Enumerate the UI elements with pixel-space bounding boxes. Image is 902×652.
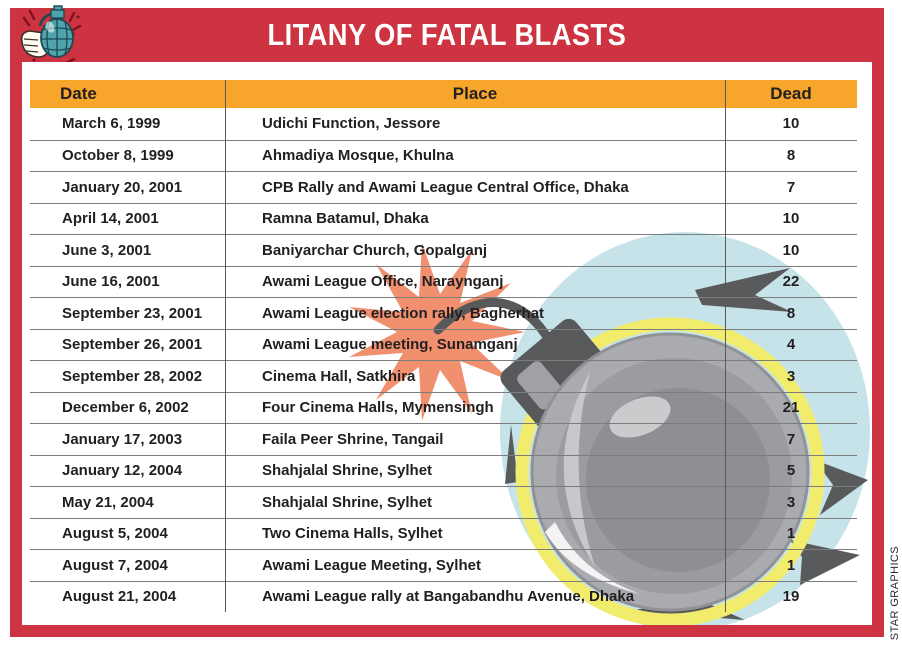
cell-dead: 8 (786, 304, 796, 322)
cell-dead: 19 (782, 588, 800, 606)
column-divider-place-dead (725, 80, 726, 612)
cell-date: January 12, 2004 (62, 462, 183, 480)
table-row: December 6, 2002 Four Cinema Halls, Myme… (30, 391, 857, 424)
table-header-row: Date Place Dead (30, 80, 857, 108)
cell-dead: 3 (786, 367, 796, 385)
header-date: Date (60, 84, 97, 103)
table-row: January 17, 2003 Faila Peer Shrine, Tang… (30, 423, 857, 455)
cell-dead: 21 (782, 399, 800, 417)
table-row: August 21, 2004 Awami League rally at Ba… (30, 580, 857, 613)
cell-date: January 17, 2003 (62, 430, 183, 448)
cell-date: May 21, 2004 (62, 493, 154, 511)
cell-date: September 23, 2001 (62, 304, 203, 322)
cell-place: Faila Peer Shrine, Tangail (262, 430, 444, 448)
cell-place: Four Cinema Halls, Mymensingh (262, 399, 494, 417)
cell-place: Awami League Office, Naraynganj (262, 273, 504, 291)
cell-date: September 26, 2001 (62, 336, 203, 354)
cell-dead: 8 (786, 147, 796, 165)
cell-place: Shahjalal Shrine, Sylhet (262, 493, 433, 511)
cell-dead: 4 (786, 336, 796, 354)
cell-dead: 10 (782, 115, 800, 133)
credit-label: STAR GRAPHICS (889, 545, 901, 640)
cell-date: January 20, 2001 (62, 178, 183, 196)
table-body: March 6, 1999 Udichi Function, Jessore 1… (30, 108, 857, 612)
cell-place: Cinema Hall, Satkhira (262, 367, 416, 385)
cell-place: Ramna Batamul, Dhaka (262, 210, 429, 228)
column-divider-date-place (225, 80, 226, 612)
cell-date: June 3, 2001 (62, 241, 152, 259)
table-row: March 6, 1999 Udichi Function, Jessore 1… (30, 108, 857, 140)
table-row: August 5, 2004 Two Cinema Halls, Sylhet … (30, 517, 857, 550)
bomb-fuse (433, 298, 555, 347)
cell-date: August 5, 2004 (62, 525, 168, 543)
table-row: August 7, 2004 Awami League Meeting, Syl… (30, 549, 857, 581)
graphic-frame: LITANY OF FATAL BLASTS (10, 5, 884, 637)
cell-dead: 3 (786, 493, 796, 511)
cell-place: Awami League rally at Bangabandhu Avenue… (262, 588, 635, 606)
cell-place: Awami League election rally, Bagherhat (262, 304, 545, 322)
cell-date: December 6, 2002 (62, 399, 189, 417)
cell-date: April 14, 2001 (62, 210, 159, 228)
table-row: January 12, 2004 Shahjalal Shrine, Sylhe… (30, 454, 857, 487)
cell-place: Shahjalal Shrine, Sylhet (262, 462, 433, 480)
table-row: June 16, 2001 Awami League Office, Naray… (30, 265, 857, 298)
grenade-icon (16, 2, 86, 70)
table-row: September 28, 2002 Cinema Hall, Satkhira… (30, 360, 857, 392)
table-row: September 23, 2001 Awami League election… (30, 297, 857, 329)
table-row: April 14, 2001 Ramna Batamul, Dhaka 10 (30, 202, 857, 235)
cell-dead: 7 (786, 430, 796, 448)
cell-place: CPB Rally and Awami League Central Offic… (262, 178, 629, 196)
cell-place: Awami League meeting, Sunamganj (262, 336, 518, 354)
cell-date: August 7, 2004 (62, 556, 168, 574)
cell-place: Ahmadiya Mosque, Khulna (262, 147, 454, 165)
table-row: June 3, 2001 Baniyarchar Church, Gopalga… (30, 234, 857, 266)
cell-place: Two Cinema Halls, Sylhet (262, 525, 443, 543)
cell-place: Baniyarchar Church, Gopalganj (262, 241, 488, 259)
cell-date: August 21, 2004 (62, 588, 177, 606)
title-banner: LITANY OF FATAL BLASTS (10, 5, 884, 68)
cell-place: Awami League Meeting, Sylhet (262, 556, 481, 574)
cell-dead: 1 (786, 556, 796, 574)
header-dead: Dead (770, 84, 812, 103)
table-row: October 8, 1999 Ahmadiya Mosque, Khulna … (30, 139, 857, 172)
cell-date: March 6, 1999 (62, 115, 161, 133)
cell-date: September 28, 2002 (62, 367, 203, 385)
table-row: September 26, 2001 Awami League meeting,… (30, 328, 857, 361)
cell-place: Udichi Function, Jessore (262, 115, 441, 133)
cell-dead: 5 (786, 462, 796, 480)
cell-dead: 22 (782, 273, 800, 291)
table-row: May 21, 2004 Shahjalal Shrine, Sylhet 3 (30, 486, 857, 518)
cell-dead: 1 (786, 525, 796, 543)
cell-dead: 10 (782, 241, 800, 259)
table-row: January 20, 2001 CPB Rally and Awami Lea… (30, 171, 857, 203)
bomb-illustration (340, 222, 872, 625)
page-title: LITANY OF FATAL BLASTS (267, 17, 627, 52)
header-place: Place (452, 84, 498, 103)
cell-date: June 16, 2001 (62, 273, 160, 291)
cell-dead: 10 (782, 210, 800, 228)
table-panel: Date Place Dead March 6, 1999 Udichi Fun… (10, 62, 884, 637)
blast-table: Date Place Dead March 6, 1999 Udichi Fun… (30, 80, 857, 612)
cell-date: October 8, 1999 (62, 147, 174, 165)
cell-dead: 7 (786, 178, 796, 196)
